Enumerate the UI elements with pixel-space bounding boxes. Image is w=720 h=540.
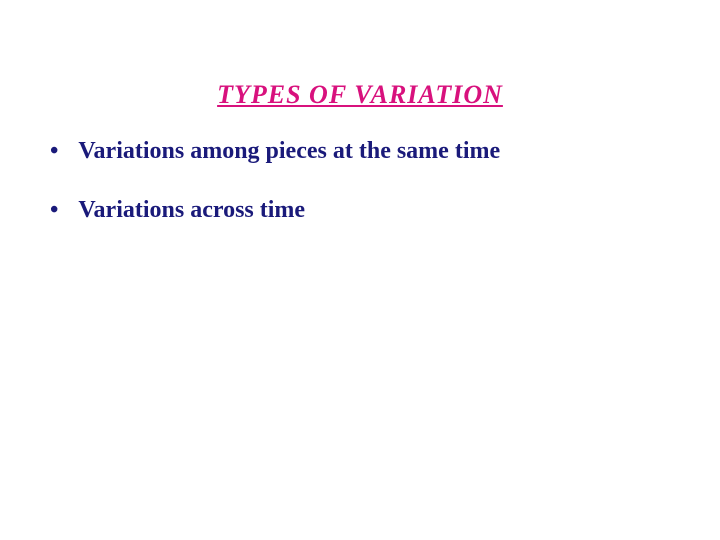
bullet-list: • Variations among pieces at the same ti… — [0, 138, 720, 224]
bullet-item: • Variations across time — [50, 197, 720, 224]
bullet-marker-icon: • — [50, 197, 58, 224]
bullet-item: • Variations among pieces at the same ti… — [50, 138, 720, 165]
bullet-text: Variations among pieces at the same time — [78, 138, 500, 165]
slide-container: TYPES OF VARIATION • Variations among pi… — [0, 0, 720, 540]
slide-title: TYPES OF VARIATION — [0, 80, 720, 110]
bullet-marker-icon: • — [50, 138, 58, 165]
bullet-text: Variations across time — [78, 197, 305, 224]
